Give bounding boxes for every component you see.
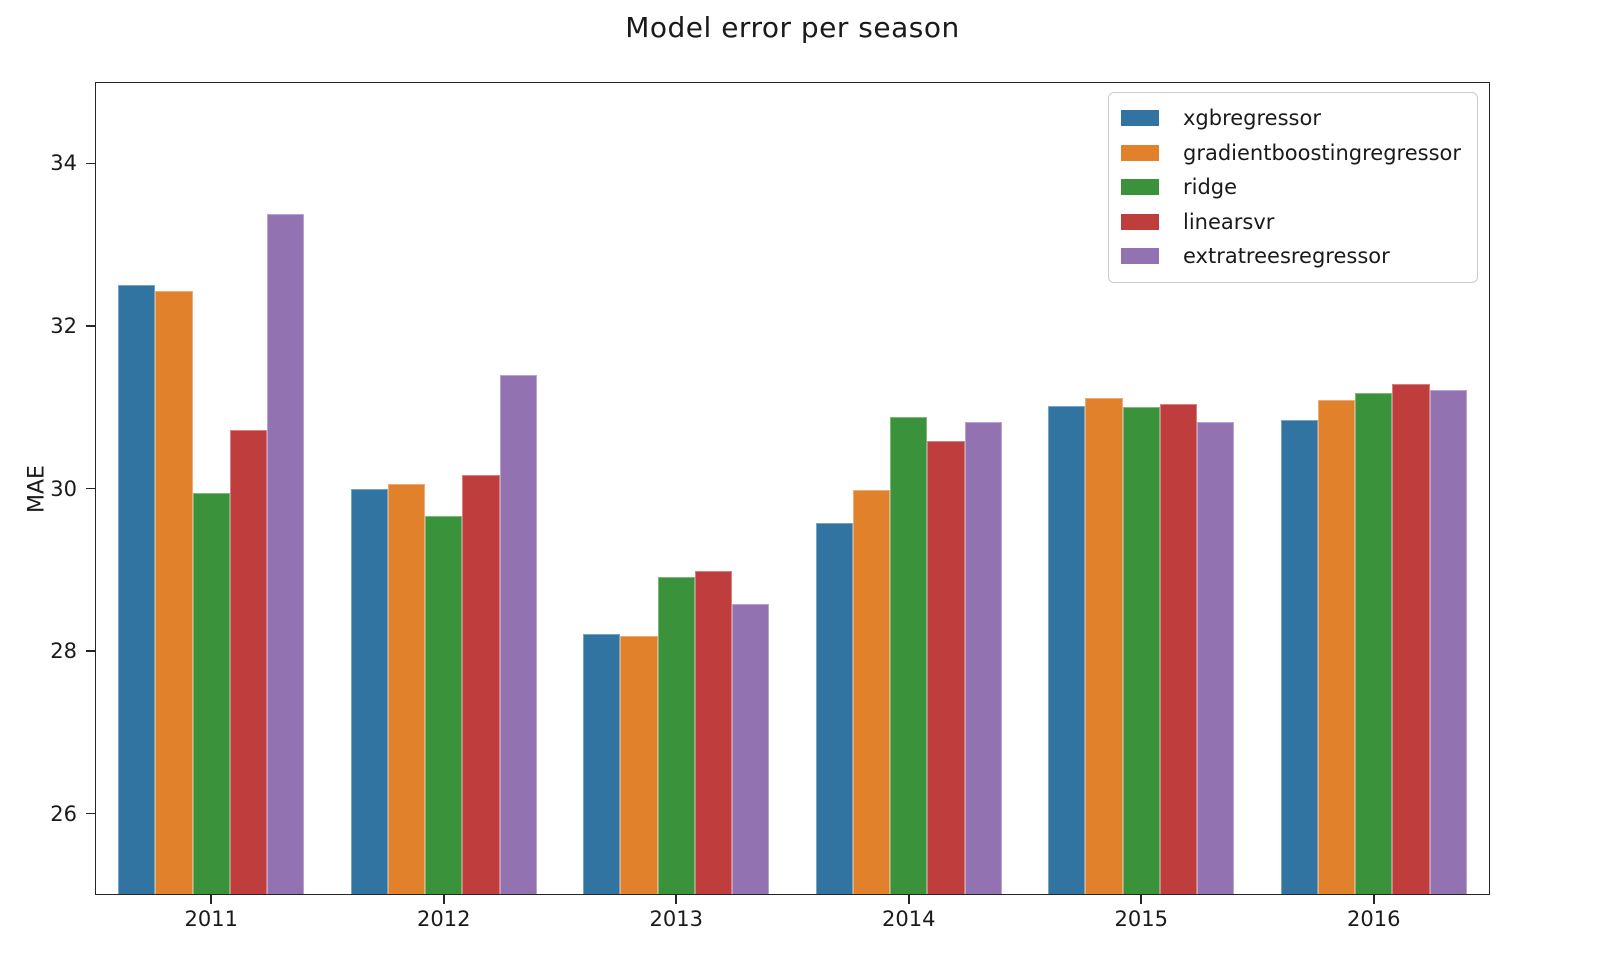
bars-layer xyxy=(95,82,1490,895)
y-tick-label-32: 32 xyxy=(50,313,77,338)
bar-ridge-2016 xyxy=(1355,392,1393,895)
y-tick-32 xyxy=(86,325,95,327)
bar-gradientboostingregressor-2012 xyxy=(387,484,426,895)
x-tick-label-2014: 2014 xyxy=(882,907,936,931)
bar-gradientboostingregressor-2011 xyxy=(155,290,193,895)
bar-extratreesregressor-2013 xyxy=(732,603,770,895)
bar-xgbregressor-2012 xyxy=(350,488,388,895)
plot-area: xgbregressor gradientboostingregressor rid… xyxy=(50,82,1490,931)
bar-gradientboostingregressor-2015 xyxy=(1085,398,1123,895)
legend-item-linearsvr: linearsvr xyxy=(1120,205,1461,240)
bar-gradientboostingregressor-2013 xyxy=(620,636,658,895)
bar-ridge-2013 xyxy=(657,577,695,895)
legend-item-ridge: ridge xyxy=(1120,170,1461,205)
bar-extratreesregressor-2015 xyxy=(1197,421,1235,895)
legend-swatch-linearsvr xyxy=(1120,213,1159,230)
legend-label-gradientboostingregressor: gradientboostingregressor xyxy=(1182,140,1461,165)
bar-xgbregressor-2013 xyxy=(583,634,621,895)
legend-label-xgbregressor: xgbregressor xyxy=(1182,106,1321,131)
legend-swatch-gradientboostingregressor xyxy=(1120,144,1159,161)
legend-item-extratreesregressor: extratreesregressor xyxy=(1120,239,1461,274)
legend-item-gradientboostingregressor: gradientboostingregressor xyxy=(1120,136,1461,171)
bar-ridge-2015 xyxy=(1122,407,1160,895)
legend-swatch-ridge xyxy=(1120,179,1159,196)
y-tick-26 xyxy=(86,812,95,815)
y-tick-28 xyxy=(86,650,95,652)
x-tick-2011 xyxy=(210,895,213,904)
bar-xgbregressor-2015 xyxy=(1048,405,1086,895)
bar-extratreesregressor-2012 xyxy=(499,374,537,895)
bar-ridge-2011 xyxy=(192,492,230,895)
bar-extratreesregressor-2016 xyxy=(1429,390,1467,895)
x-tick-label-2011: 2011 xyxy=(184,907,238,931)
x-tick-2012 xyxy=(442,895,445,904)
x-tick-2013 xyxy=(675,895,678,904)
chart-title: Model error per season xyxy=(625,11,960,44)
bar-linearsvr-2011 xyxy=(229,429,268,895)
bar-ridge-2014 xyxy=(890,416,928,895)
x-tick-label-2013: 2013 xyxy=(649,907,703,931)
bar-linearsvr-2014 xyxy=(927,441,965,895)
y-tick-34 xyxy=(86,162,95,165)
legend-swatch-xgbregressor xyxy=(1120,110,1159,127)
legend-label-linearsvr: linearsvr xyxy=(1182,209,1275,234)
bar-xgbregressor-2014 xyxy=(815,522,853,895)
x-tick-2016 xyxy=(1372,895,1375,904)
legend-label-extratreesregressor: extratreesregressor xyxy=(1182,244,1390,269)
x-tick-2015 xyxy=(1140,895,1143,904)
y-tick-label-28: 28 xyxy=(50,639,77,664)
bar-ridge-2012 xyxy=(425,516,463,895)
bar-linearsvr-2013 xyxy=(694,570,733,895)
bar-linearsvr-2016 xyxy=(1392,384,1430,895)
legend-label-ridge: ridge xyxy=(1182,175,1238,200)
bar-gradientboostingregressor-2014 xyxy=(852,490,891,895)
x-tick-label-2016: 2016 xyxy=(1347,907,1401,931)
legend-item-xgbregressor: xgbregressor xyxy=(1120,101,1461,136)
y-tick-label-30: 30 xyxy=(50,476,77,501)
y-tick-label-26: 26 xyxy=(50,801,77,826)
bar-xgbregressor-2016 xyxy=(1280,420,1318,895)
y-tick-label-34: 34 xyxy=(50,151,77,176)
bar-linearsvr-2012 xyxy=(462,474,500,895)
legend-swatch-extratreesregressor xyxy=(1120,248,1159,265)
bar-extratreesregressor-2014 xyxy=(964,421,1002,895)
x-tick-label-2012: 2012 xyxy=(417,907,471,931)
bar-linearsvr-2015 xyxy=(1159,403,1198,895)
bar-extratreesregressor-2011 xyxy=(267,213,305,895)
y-tick-30 xyxy=(86,487,95,490)
bar-xgbregressor-2011 xyxy=(118,285,156,895)
legend: xgbregressor gradientboostingregressor rid… xyxy=(1107,92,1478,283)
x-tick-label-2015: 2015 xyxy=(1114,907,1168,931)
bar-gradientboostingregressor-2016 xyxy=(1317,399,1356,895)
x-tick-2014 xyxy=(907,895,910,904)
